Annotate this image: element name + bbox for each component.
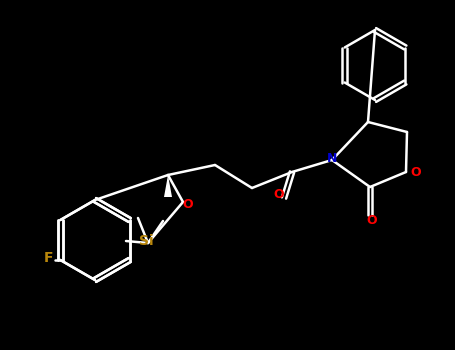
Text: O: O xyxy=(274,188,284,201)
Text: O: O xyxy=(411,166,421,178)
Polygon shape xyxy=(164,175,172,197)
Text: O: O xyxy=(183,198,193,211)
Text: Si: Si xyxy=(139,234,153,248)
Text: O: O xyxy=(367,214,377,226)
Text: F: F xyxy=(44,251,53,265)
Text: N: N xyxy=(327,152,337,164)
